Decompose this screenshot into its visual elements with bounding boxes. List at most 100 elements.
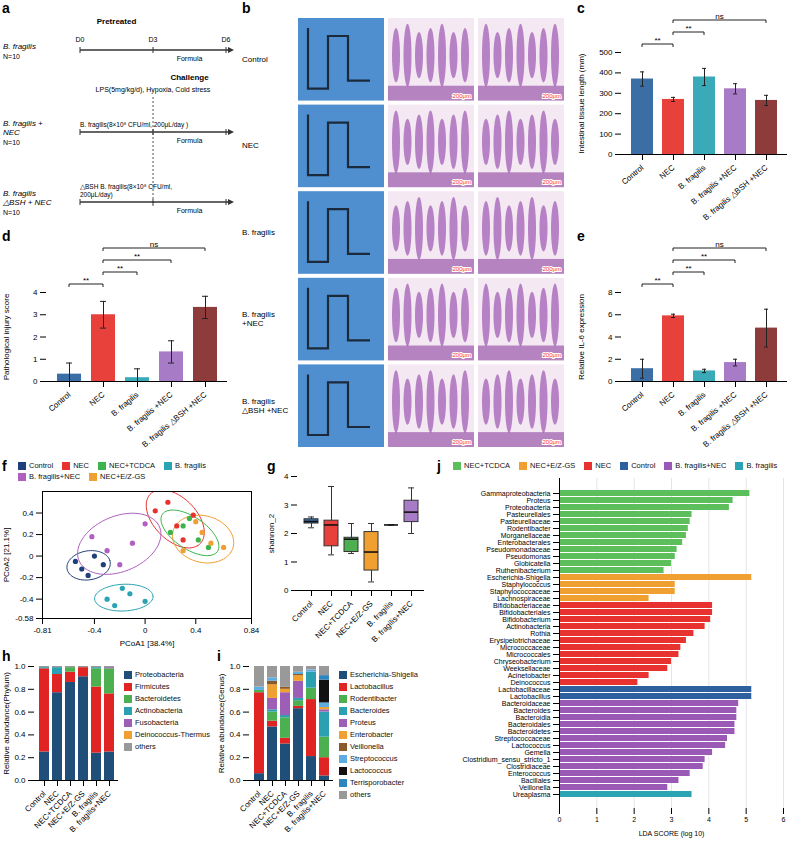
svg-text:B. fragilis: B. fragilis [242, 228, 275, 237]
svg-text:Bacteroides: Bacteroides [514, 707, 551, 714]
svg-text:Relative abundance(Phylum): Relative abundance(Phylum) [2, 672, 11, 775]
svg-text:**: ** [654, 36, 660, 45]
svg-text:△BSH B. fragilis(8×10⁸ CFU/ml,: △BSH B. fragilis(8×10⁸ CFU/ml, [80, 183, 172, 191]
svg-text:0.4: 0.4 [190, 626, 202, 635]
svg-text:Control: Control [242, 55, 268, 64]
svg-text:0.4: 0.4 [22, 509, 34, 518]
svg-text:0.2: 0.2 [22, 530, 34, 539]
svg-text:D0: D0 [76, 36, 85, 43]
svg-text:Rodentibacter: Rodentibacter [507, 525, 551, 532]
svg-text:**: ** [117, 264, 123, 273]
svg-text:Pretreated: Pretreated [97, 17, 137, 26]
svg-text:Control: Control [290, 599, 315, 624]
svg-text:Bifidobacterium: Bifidobacterium [502, 616, 550, 623]
svg-text:B. fragilis +: B. fragilis + [3, 119, 43, 128]
svg-text:Bifidobacteriaceae: Bifidobacteriaceae [493, 602, 551, 609]
svg-text:Pasteurellaceae: Pasteurellaceae [500, 518, 550, 525]
svg-text:0: 0 [608, 150, 613, 159]
svg-text:0: 0 [608, 377, 613, 386]
svg-text:-0.58: -0.58 [15, 614, 34, 623]
svg-text:-0.81: -0.81 [33, 626, 52, 635]
svg-text:Formula: Formula [177, 55, 203, 62]
svg-text:4: 4 [33, 288, 38, 297]
svg-text:2: 2 [33, 333, 38, 342]
svg-text:200μm: 200μm [543, 439, 561, 445]
svg-text:500: 500 [599, 48, 613, 57]
svg-text:Gemella: Gemella [524, 749, 550, 756]
svg-text:Enterococcus: Enterococcus [508, 770, 551, 777]
svg-text:LDA SCORE (log 10): LDA SCORE (log 10) [639, 830, 705, 838]
svg-text:0.0: 0.0 [229, 776, 241, 785]
svg-text:200μm: 200μm [453, 179, 471, 185]
svg-text:Acinetobacter: Acinetobacter [508, 672, 551, 679]
svg-text:B. fragilis: B. fragilis [3, 189, 36, 198]
svg-text:Formula: Formula [177, 137, 203, 144]
svg-text:Lactobacillaceae: Lactobacillaceae [498, 686, 550, 693]
svg-text:200μm: 200μm [453, 352, 471, 358]
svg-text:2: 2 [632, 816, 636, 823]
svg-text:shannon_2: shannon_2 [267, 513, 276, 553]
svg-text:1: 1 [284, 558, 289, 567]
svg-text:NEC: NEC [658, 163, 677, 181]
svg-text:1.0: 1.0 [14, 662, 26, 671]
svg-text:D3: D3 [149, 36, 158, 43]
svg-text:3: 3 [33, 310, 38, 319]
svg-text:0: 0 [284, 586, 289, 595]
svg-text:Challenge: Challenge [170, 73, 209, 82]
svg-text:Control: Control [47, 390, 73, 414]
svg-text:△BSH +NEC: △BSH +NEC [242, 406, 288, 415]
svg-text:6: 6 [608, 310, 613, 319]
svg-text:△BSH + NEC: △BSH + NEC [2, 198, 52, 207]
svg-text:Proteus: Proteus [526, 497, 551, 504]
svg-text:B. fragilis(8×10⁸ CFU/ml, 200μ: B. fragilis(8×10⁸ CFU/ml, 200μL/day ) [80, 121, 188, 129]
svg-text:Relative abundance(Genus): Relative abundance(Genus) [217, 673, 226, 773]
svg-text:0: 0 [29, 552, 34, 561]
svg-text:LPS(5mg/kg/d), Hypoxia, Cold s: LPS(5mg/kg/d), Hypoxia, Cold stress [96, 86, 211, 94]
svg-text:Deinococcus: Deinococcus [510, 679, 551, 686]
svg-text:1.0: 1.0 [229, 662, 241, 671]
svg-text:3: 3 [670, 816, 674, 823]
svg-text:3: 3 [284, 501, 289, 510]
svg-text:200μm: 200μm [453, 266, 471, 272]
svg-text:B. fragilis △BSH +NEC: B. fragilis △BSH +NEC [140, 390, 208, 449]
svg-text:6: 6 [782, 816, 786, 823]
svg-text:200μm: 200μm [543, 179, 561, 185]
svg-text:Bacteroidia: Bacteroidia [515, 714, 550, 721]
svg-text:0.6: 0.6 [14, 708, 26, 717]
svg-text:B. fragilis △BSH +NEC: B. fragilis △BSH +NEC [701, 390, 769, 449]
svg-text:+NEC: +NEC [242, 319, 264, 328]
svg-text:Ruthenibacterium: Ruthenibacterium [496, 567, 551, 574]
svg-text:**: ** [134, 252, 140, 261]
svg-text:200μm: 200μm [543, 352, 561, 358]
svg-text:Enterobacterales: Enterobacterales [498, 539, 551, 546]
svg-text:4: 4 [284, 472, 289, 481]
svg-text:B. fragilis+NEC: B. fragilis+NEC [68, 789, 113, 834]
svg-text:Control: Control [620, 390, 646, 414]
svg-text:Micrococcaceae: Micrococcaceae [500, 644, 551, 651]
svg-text:B. fragilis+NEC: B. fragilis+NEC [283, 789, 328, 834]
svg-text:ns: ns [715, 240, 723, 249]
svg-text:300: 300 [599, 89, 613, 98]
svg-text:Weeksellaceae: Weeksellaceae [503, 665, 550, 672]
svg-text:Pasteurellales: Pasteurellales [507, 511, 551, 518]
svg-text:**: ** [701, 252, 707, 261]
svg-text:ns: ns [715, 12, 723, 21]
svg-text:200μm: 200μm [453, 93, 471, 99]
svg-text:N=10: N=10 [3, 139, 20, 146]
svg-text:0.8: 0.8 [14, 685, 26, 694]
svg-text:-0.4: -0.4 [20, 595, 34, 604]
svg-text:NEC: NEC [3, 128, 20, 137]
svg-text:Globicatella: Globicatella [514, 560, 551, 567]
svg-text:B. fragilis △BSH +NEC: B. fragilis △BSH +NEC [701, 163, 769, 222]
svg-text:**: ** [654, 276, 660, 285]
svg-text:0.6: 0.6 [229, 708, 241, 717]
svg-text:Clostridiaceae: Clostridiaceae [506, 763, 550, 770]
svg-text:**: ** [83, 276, 89, 285]
svg-text:2: 2 [608, 355, 613, 364]
svg-text:Ureaplasma: Ureaplasma [513, 791, 551, 799]
svg-text:8: 8 [608, 288, 613, 297]
svg-text:0.4: 0.4 [14, 730, 26, 739]
svg-text:Pseudomonadaceae: Pseudomonadaceae [486, 546, 550, 553]
svg-text:1: 1 [595, 816, 599, 823]
svg-text:Bacteroidales: Bacteroidales [508, 721, 551, 728]
